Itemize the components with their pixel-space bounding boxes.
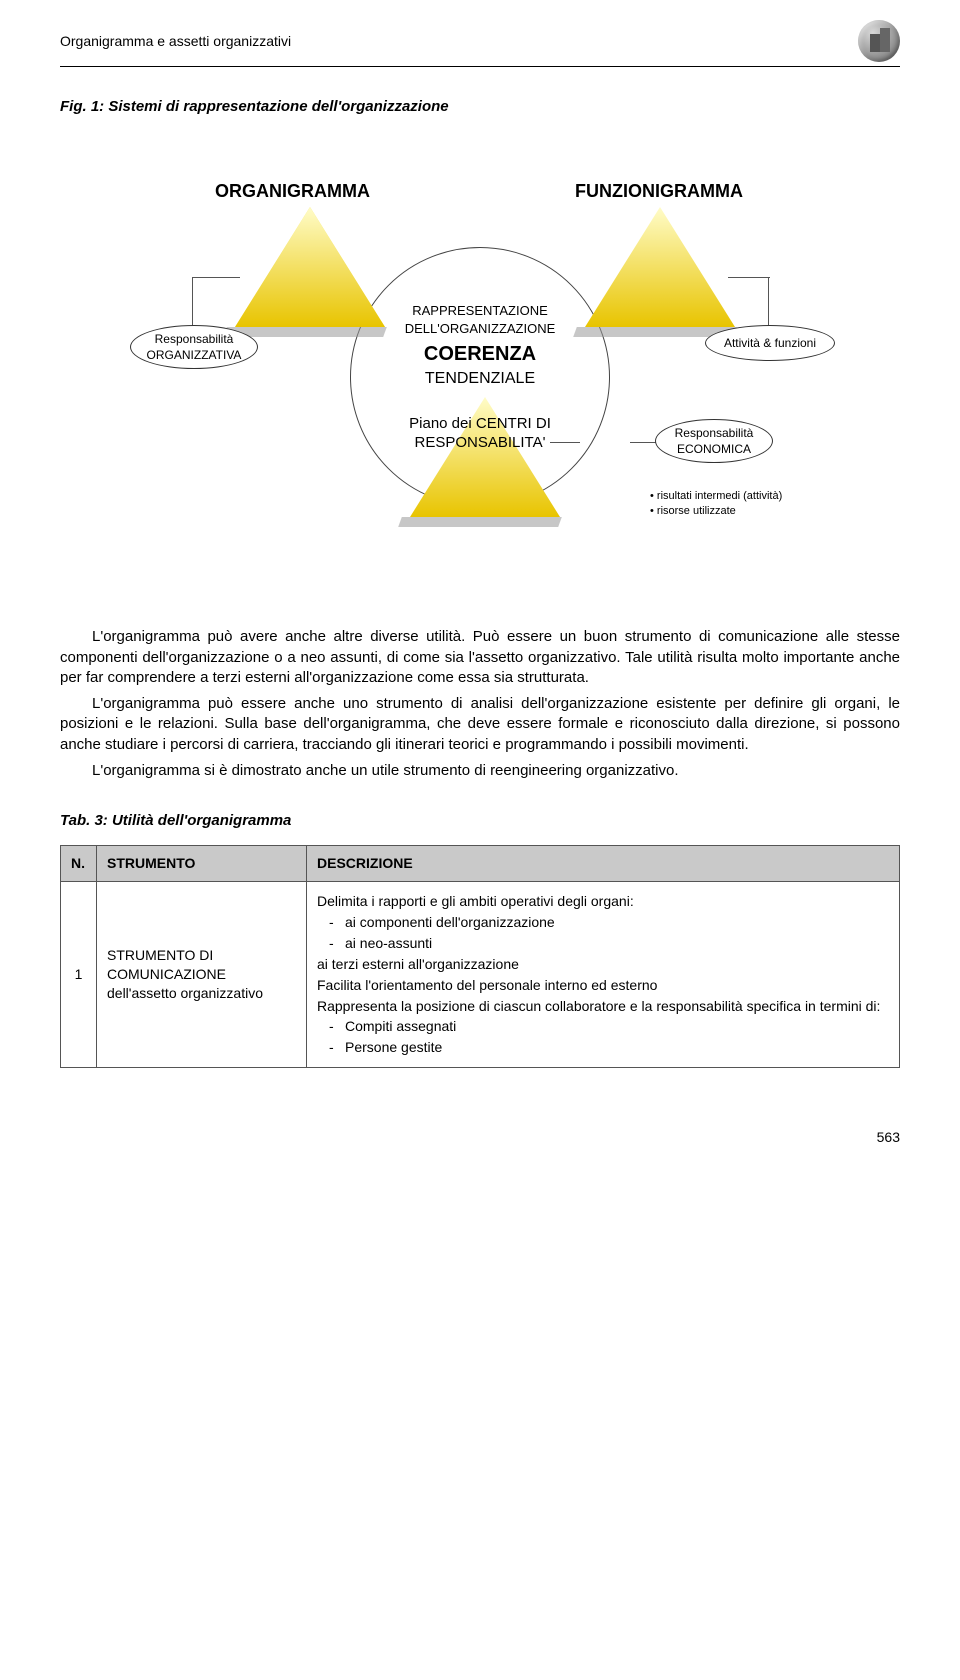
- desc-dash: Compiti assegnati: [317, 1017, 889, 1036]
- piano-line: RESPONSABILITA': [395, 434, 565, 453]
- desc-line: Rappresenta la posizione di ciascun coll…: [317, 997, 889, 1016]
- body-text: L'organigramma può avere anche altre div…: [60, 627, 900, 781]
- bullet-item: risultati intermedi (attività): [650, 489, 782, 503]
- bullet-item: risorse utilizzate: [650, 504, 782, 518]
- oval-text: Responsabilità: [675, 425, 754, 441]
- paragraph: L'organigramma può essere anche uno stru…: [60, 694, 900, 755]
- oval-responsabilita-organizzativa: Responsabilità ORGANIZZATIVA: [130, 325, 258, 369]
- cell-description: Delimita i rapporti e gli ambiti operati…: [307, 882, 900, 1068]
- figure-diagram: ORGANIGRAMMA FUNZIONIGRAMMA Responsabili…: [120, 157, 840, 587]
- paragraph: L'organigramma si è dimostrato anche un …: [60, 761, 900, 781]
- cell-n: 1: [61, 882, 97, 1068]
- oval-responsabilita-economica: Responsabilità ECONOMICA: [655, 419, 773, 463]
- desc-line: ai terzi esterni all'organizzazione: [317, 955, 889, 974]
- desc-dash: ai componenti dell'organizzazione: [317, 913, 889, 932]
- header-title: Organigramma e assetti organizzativi: [60, 32, 291, 51]
- center-sub: TENDENZIALE: [370, 368, 590, 390]
- desc-line: Facilita l'orientamento del personale in…: [317, 976, 889, 995]
- oval-text: Responsabilità: [155, 331, 234, 347]
- label-organigramma: ORGANIGRAMMA: [215, 179, 370, 203]
- center-text: RAPPRESENTAZIONE DELL'ORGANIZZAZIONE COE…: [370, 302, 590, 390]
- connector-line: [192, 277, 240, 278]
- center-line: DELL'ORGANIZZAZIONE: [370, 320, 590, 338]
- piano-text: Piano dei CENTRI DI RESPONSABILITA': [395, 415, 565, 453]
- table-caption: Tab. 3: Utilità dell'organigramma: [60, 811, 900, 831]
- table-header-row: N. STRUMENTO DESCRIZIONE: [61, 846, 900, 882]
- center-line: RAPPRESENTAZIONE: [370, 302, 590, 320]
- connector-line: [728, 277, 770, 278]
- table-row: 1 STRUMENTO DI COMUNICAZIONE dell'assett…: [61, 882, 900, 1068]
- desc-dash: Persone gestite: [317, 1038, 889, 1057]
- desc-dash: ai neo-assunti: [317, 934, 889, 953]
- center-big: COERENZA: [370, 341, 590, 368]
- col-n: N.: [61, 846, 97, 882]
- paragraph: L'organigramma può avere anche altre div…: [60, 627, 900, 688]
- triangle-right-svg: [585, 207, 735, 329]
- connector-line: [192, 277, 193, 327]
- page-header: Organigramma e assetti organizzativi: [60, 20, 900, 67]
- logo-icon: [858, 20, 900, 62]
- label-funzionigramma: FUNZIONIGRAMMA: [575, 179, 743, 203]
- oval-attivita-funzioni: Attività & funzioni: [705, 325, 835, 361]
- oval-text: Attività & funzioni: [724, 335, 816, 351]
- cell-tool: STRUMENTO DI COMUNICAZIONE dell'assetto …: [97, 882, 307, 1068]
- page-number: 563: [60, 1128, 900, 1147]
- connector-line: [768, 277, 769, 327]
- utility-table: N. STRUMENTO DESCRIZIONE 1 STRUMENTO DI …: [60, 845, 900, 1068]
- col-strumento: STRUMENTO: [97, 846, 307, 882]
- oval-text: ECONOMICA: [677, 441, 751, 457]
- piano-line: Piano dei CENTRI DI: [395, 415, 565, 434]
- figure-caption: Fig. 1: Sistemi di rappresentazione dell…: [60, 97, 900, 117]
- desc-line: Delimita i rapporti e gli ambiti operati…: [317, 892, 889, 911]
- bullets: risultati intermedi (attività) risorse u…: [650, 489, 782, 518]
- col-descrizione: DESCRIZIONE: [307, 846, 900, 882]
- triangle-left-svg: [235, 207, 385, 329]
- oval-text: ORGANIZZATIVA: [147, 347, 242, 363]
